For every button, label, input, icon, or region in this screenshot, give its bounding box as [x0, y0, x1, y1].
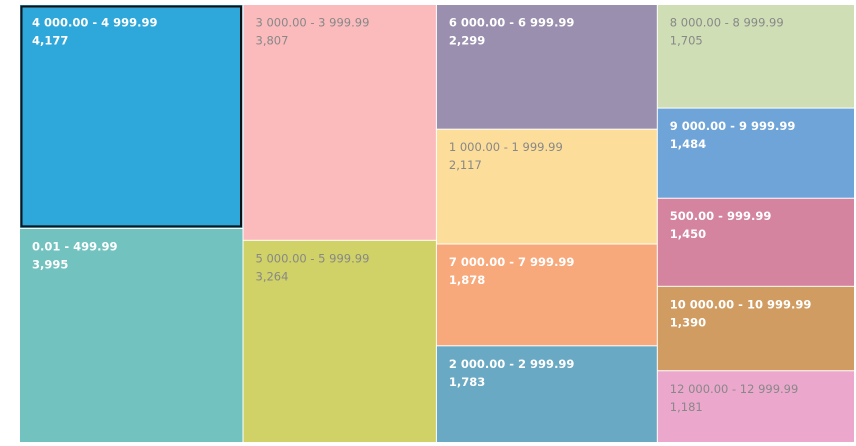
tile-label: 1 000.00 - 1 999.99	[449, 140, 563, 154]
tile-value: 1,705	[670, 34, 703, 48]
tile[interactable]	[657, 371, 854, 442]
tile-label: 5 000.00 - 5 999.99	[256, 251, 370, 265]
tile-value: 2,117	[449, 158, 482, 172]
tile[interactable]	[243, 240, 436, 442]
tile[interactable]	[657, 198, 854, 286]
tile-label: 6 000.00 - 6 999.99	[449, 16, 575, 30]
tile[interactable]	[20, 228, 243, 442]
tile-label: 0.01 - 499.99	[32, 239, 118, 253]
tile-value: 2,299	[449, 34, 485, 48]
tile-label: 7 000.00 - 7 999.99	[449, 255, 575, 269]
tile-label: 12 000.00 - 12 999.99	[670, 382, 799, 396]
tile-value: 1,450	[670, 227, 706, 241]
tile-value: 3,807	[256, 34, 289, 48]
tile-label: 10 000.00 - 10 999.99	[670, 297, 812, 311]
tile-value: 1,878	[449, 273, 485, 287]
tile-label: 2 000.00 - 2 999.99	[449, 357, 575, 371]
tile[interactable]	[436, 346, 657, 442]
tile-label: 4 000.00 - 4 999.99	[32, 16, 158, 30]
tile[interactable]	[243, 5, 436, 240]
tile[interactable]	[20, 5, 243, 228]
tile-label: 500.00 - 999.99	[670, 209, 772, 223]
selection-border	[20, 5, 243, 228]
tile-label: 8 000.00 - 8 999.99	[670, 16, 784, 30]
tile-label: 3 000.00 - 3 999.99	[256, 16, 370, 30]
tile-value: 1,484	[670, 137, 706, 151]
tile[interactable]	[436, 129, 657, 244]
tile-value: 3,995	[32, 257, 68, 271]
tile-value: 3,264	[256, 269, 289, 283]
tile-value: 1,181	[670, 400, 703, 414]
tile-value: 1,390	[670, 315, 706, 329]
tile[interactable]	[657, 108, 854, 198]
tile-value: 1,783	[449, 375, 485, 389]
tile-value: 4,177	[32, 34, 68, 48]
tile[interactable]	[436, 5, 657, 129]
tile[interactable]	[657, 5, 854, 108]
tile[interactable]	[657, 286, 854, 371]
tile-label: 9 000.00 - 9 999.99	[670, 119, 796, 133]
tile[interactable]	[436, 244, 657, 346]
